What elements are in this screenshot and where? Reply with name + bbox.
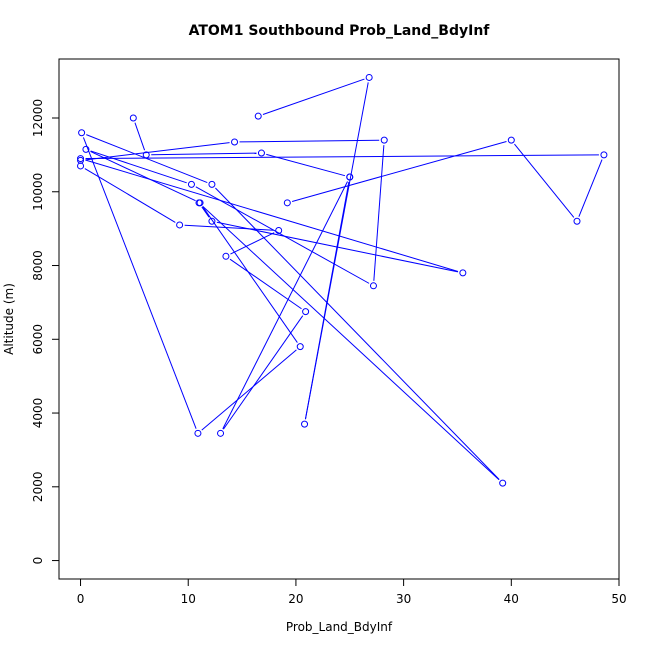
data-point [222,252,230,260]
series-segment [184,224,274,231]
data-point [217,429,225,437]
data-point [77,155,85,163]
series-segment [201,206,210,218]
data-point [187,180,195,188]
data-point [380,136,388,144]
series-segment [229,258,302,310]
y-tick-label: 0 [31,557,45,565]
series-layer [77,73,608,487]
series-segment [201,349,297,431]
data-point [78,129,86,137]
y-axis-label: Altitude (m) [2,283,16,355]
y-axis: 0 2000 4000 6000 8000 10000 12000 [31,99,60,565]
series-segment [262,78,365,115]
series-segment [514,143,575,218]
data-point [231,138,239,146]
series-segment [85,154,599,160]
data-point [499,479,507,487]
y-tick-label: 6000 [31,324,45,355]
y-tick-label: 12000 [31,99,45,137]
series-segment [222,181,348,430]
series-segment [84,168,176,223]
data-point [600,151,608,159]
y-tick-label: 4000 [31,398,45,429]
data-point [459,269,467,277]
data-point [142,151,150,159]
series-segment [82,137,197,429]
data-point [77,156,85,164]
series-segment [216,221,459,273]
series-segment [266,153,346,177]
x-axis: 0 10 20 30 40 50 [77,578,627,606]
series-segment [578,159,603,217]
series-segment [134,122,146,151]
series-segment [291,141,507,202]
data-point [302,308,310,316]
data-point [208,180,216,188]
series-segment [85,159,459,272]
series-segment [202,205,500,481]
series-segment [215,187,500,480]
series-segment [90,150,187,184]
data-point [82,145,90,153]
series-1 [77,73,608,487]
x-tick-label: 10 [181,592,196,606]
x-tick-label: 50 [611,592,626,606]
plot-frame [58,58,620,580]
series-segment [230,232,275,255]
data-point [301,420,309,428]
series-segment [222,315,304,430]
data-point [283,199,291,207]
series-segment [195,186,370,284]
y-tick-label: 2000 [31,472,45,503]
series-segment [90,151,196,202]
y-tick-label: 10000 [31,173,45,211]
data-point [296,343,304,351]
series-segment [373,145,385,281]
data-point [254,112,262,120]
data-point [129,114,137,122]
chart-title: ATOM1 Southbound Prob_Land_BdyInf [189,23,491,39]
series-2 [129,114,354,181]
data-point [507,136,515,144]
data-point [369,282,377,290]
data-point [194,429,202,437]
x-tick-label: 30 [396,592,411,606]
data-point [275,226,283,234]
data-point [208,217,216,225]
series-segment [202,206,298,343]
series-segment [239,139,380,143]
y-tick-label: 8000 [31,250,45,281]
data-point [195,199,203,207]
x-tick-label: 0 [77,592,85,606]
data-point [257,149,265,157]
data-point [365,73,373,81]
data-point [346,173,354,181]
series-segment [304,181,350,420]
x-axis-label: Prob_Land_BdyInf [286,620,393,634]
data-point [573,217,581,225]
series-segment [151,152,257,156]
x-tick-label: 20 [288,592,303,606]
data-point [176,221,184,229]
x-tick-label: 40 [504,592,519,606]
